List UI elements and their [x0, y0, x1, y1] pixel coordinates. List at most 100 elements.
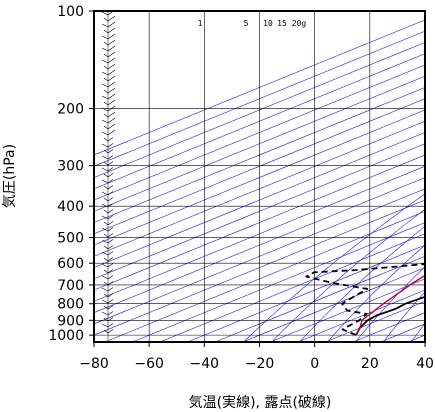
wind-barb: [103, 209, 109, 214]
isotherm-line: [104, 210, 425, 342]
wind-barb-flag: [107, 311, 114, 316]
isotherm-line: [132, 222, 425, 342]
isotherm-line: [94, 188, 425, 325]
x-tick-label: 40: [416, 356, 434, 372]
wind-barb-flag: [107, 251, 114, 256]
isotherm-line: [214, 255, 425, 342]
wind-barb: [101, 71, 109, 76]
wind-barb-flag: [107, 21, 116, 28]
wind-barb-flag: [107, 155, 114, 160]
isotherm-line: [94, 177, 425, 313]
wind-barb-flag: [107, 63, 116, 70]
wind-barb: [101, 323, 109, 328]
dry-adiabat-line: [271, 208, 425, 342]
isotherm-line: [94, 109, 425, 246]
wind-barb-flag: [107, 275, 114, 280]
wind-barb: [101, 215, 109, 220]
isotherm-line: [159, 233, 425, 342]
isotherm-lines: [94, 19, 425, 342]
x-tick-label: −80: [79, 356, 109, 372]
dry-adiabat-lines: [243, 193, 425, 342]
x-tick-label: −60: [134, 356, 164, 372]
wind-barb-flag: [107, 167, 114, 172]
wind-barb: [103, 53, 109, 58]
wind-barb-flag: [107, 161, 114, 166]
y-tick-label: 100: [57, 4, 84, 20]
y-axis-title: 気圧(hPa): [2, 144, 18, 208]
wind-barb: [103, 113, 109, 118]
isotherm-line: [94, 42, 425, 178]
y-tick-label: 700: [57, 278, 84, 294]
wind-barb-flag: [107, 221, 114, 226]
wind-barb: [101, 227, 109, 232]
wind-barb-flag: [107, 45, 116, 52]
mixing-ratio-label: 20g: [292, 19, 307, 28]
isotherm-line: [94, 53, 425, 190]
wind-barb-flag: [107, 197, 114, 202]
wind-barb-flag: [107, 15, 116, 22]
x-axis-ticks: −80 −60 −40 −20 0 20 40: [79, 342, 434, 372]
wind-barb-flag: [107, 185, 114, 190]
wind-barb-flag: [107, 191, 114, 196]
wind-barb-flag: [107, 39, 116, 46]
isotherm-line: [352, 312, 425, 342]
wind-barb-flag: [107, 329, 114, 334]
y-tick-label: 1000: [48, 328, 84, 344]
x-axis-title: 気温(実線), 露点(破線): [189, 395, 332, 411]
wind-barb-flag: [107, 305, 114, 310]
isotherm-line: [242, 267, 425, 342]
wind-barb: [103, 173, 109, 178]
wind-barb: [101, 239, 109, 244]
wind-barb: [103, 17, 109, 22]
dry-adiabat-line: [355, 266, 425, 342]
isotherm-line: [94, 98, 425, 235]
temperature-line: [355, 295, 425, 336]
wind-barb-flag: [107, 239, 114, 244]
wind-barb: [103, 293, 109, 298]
wind-barb: [103, 161, 109, 166]
isotherm-line: [94, 87, 425, 223]
dry-adiabat-line: [383, 291, 425, 342]
wind-barb: [103, 41, 109, 46]
wind-barb-flag: [107, 129, 116, 136]
parcel-line: [355, 274, 425, 336]
wind-barb: [103, 281, 109, 286]
wind-barb-flag: [107, 257, 114, 262]
wind-barb: [103, 101, 109, 106]
wind-barb-flag: [107, 317, 114, 322]
x-tick-label: −40: [190, 356, 220, 372]
wind-barb: [101, 275, 109, 280]
wind-barb-flag: [107, 269, 114, 274]
wind-barb: [103, 305, 109, 310]
wind-barb: [101, 287, 109, 292]
wind-barb-flag: [107, 51, 116, 58]
wind-barb-flag: [107, 203, 114, 208]
wind-barb-flag: [107, 227, 114, 232]
wind-barb-flag: [107, 179, 114, 184]
wind-barb: [101, 299, 109, 304]
wind-barb-flag: [107, 245, 114, 250]
isotherm-line: [94, 165, 425, 302]
y-tick-label: 500: [57, 231, 84, 247]
wind-barb-flag: [107, 137, 114, 142]
wind-barb: [103, 77, 109, 82]
wind-barb-flag: [107, 69, 116, 76]
wind-barb-flag: [107, 233, 114, 238]
wind-barb-flag: [107, 143, 114, 148]
wind-barb-flag: [107, 293, 114, 298]
wind-barb: [103, 29, 109, 34]
isotherm-line: [94, 120, 425, 257]
dry-adiabat-line: [299, 225, 425, 342]
wind-barb-flag: [107, 27, 116, 34]
wind-barb: [101, 131, 109, 136]
dewpoint-line: [305, 263, 425, 336]
mixing-ratio-label: 5: [244, 19, 249, 28]
wind-barb: [103, 257, 109, 262]
sounding-series: [305, 263, 425, 336]
isotherm-line: [94, 30, 425, 167]
isotherm-line: [94, 64, 425, 201]
wind-barb-flag: [107, 57, 116, 64]
mixing-ratio-label: 1: [198, 19, 203, 28]
wind-barb: [101, 47, 109, 52]
